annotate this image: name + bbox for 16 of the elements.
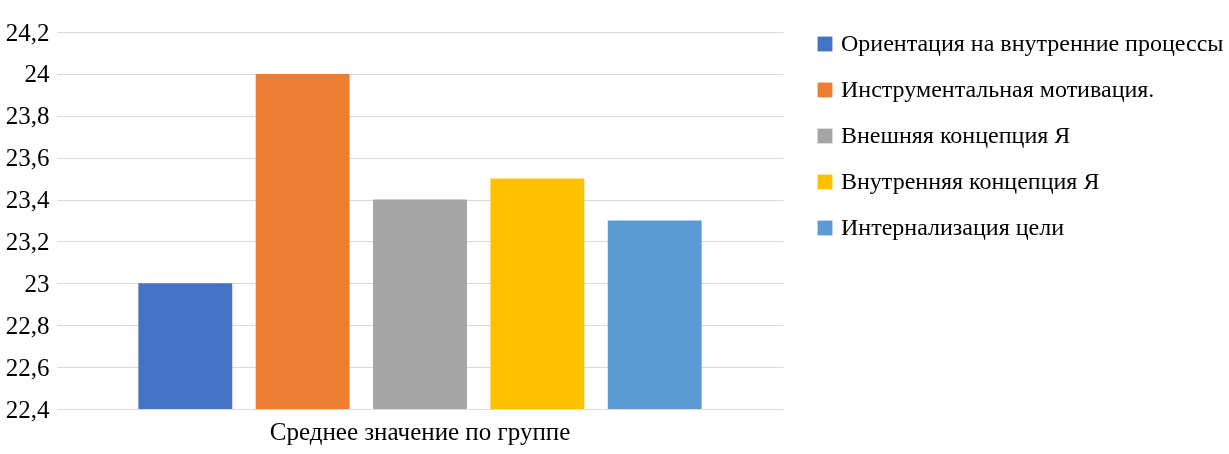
y-tick-label: 22,8 [5,311,50,339]
y-tick-label: 24,2 [5,18,50,46]
legend-label: Ориентация на внутренние процессы [841,30,1224,56]
y-tick-label: 22,4 [5,395,50,423]
y-tick-label: 23,6 [5,144,50,172]
x-tick-label: Среднее значение по группе [269,417,571,445]
y-tick-label: 24 [24,60,50,88]
legend-label: Интернализация цели [841,214,1065,240]
y-tick-label: 23,2 [5,227,50,255]
y-tick-label: 23,8 [5,102,50,130]
y-tick-label: 22,6 [5,353,50,381]
y-tick-label: 23 [24,269,50,297]
legend-label: Внутренняя концепция Я [841,168,1100,194]
legend-label: Внешняя концепция Я [841,122,1071,148]
legend-label: Инструментальная мотивация. [841,76,1155,102]
y-tick-label: 23,4 [5,186,50,214]
